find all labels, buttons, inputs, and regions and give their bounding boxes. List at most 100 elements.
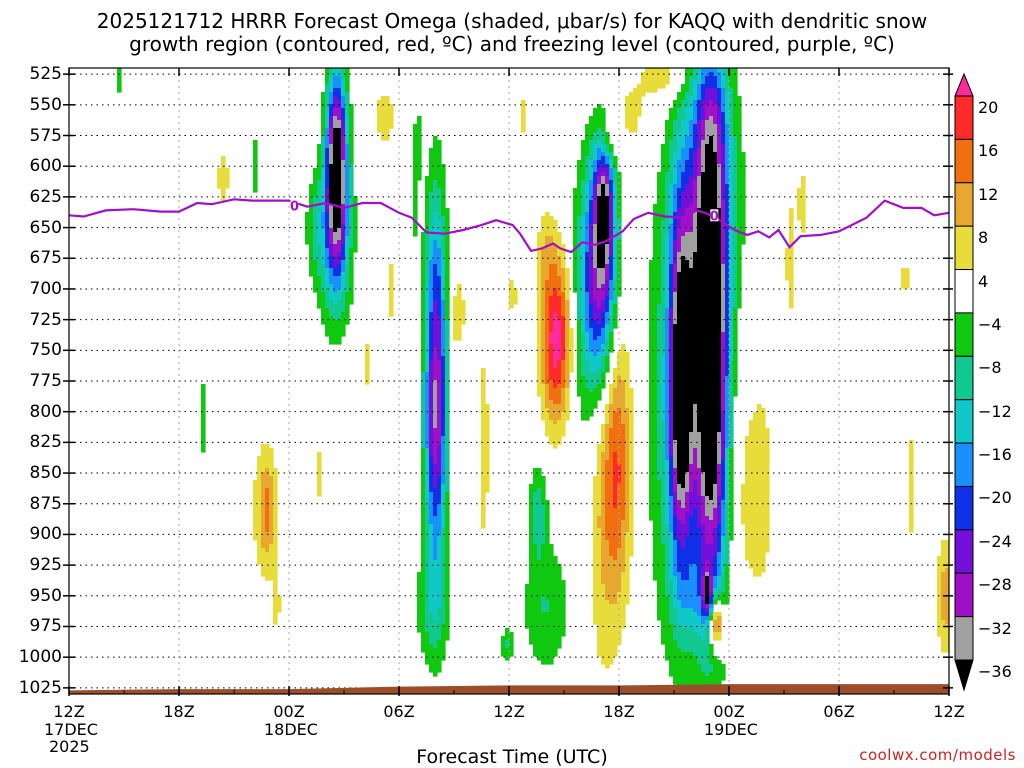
omega-cell (429, 552, 434, 557)
omega-cell (697, 164, 702, 169)
omega-cell (429, 288, 434, 293)
omega-cell (429, 448, 434, 453)
omega-cell (629, 504, 634, 509)
omega-cell (429, 456, 434, 461)
omega-cell (581, 324, 586, 329)
omega-cell (625, 388, 634, 393)
omega-cell (381, 96, 390, 101)
omega-cell (261, 544, 270, 549)
omega-cell (725, 548, 730, 553)
omega-cell (677, 456, 690, 461)
omega-cell (661, 508, 666, 513)
omega-cell (669, 272, 674, 277)
omega-cell (661, 500, 666, 505)
omega-cell (549, 392, 562, 397)
omega-cell (941, 604, 949, 609)
omega-cell (445, 348, 450, 353)
omega-cell (545, 372, 550, 377)
omega-cell (733, 332, 738, 337)
omega-cell (325, 304, 346, 309)
omega-cell (321, 100, 326, 105)
omega-cell (657, 428, 666, 433)
omega-cell (445, 364, 450, 369)
omega-cell (325, 80, 330, 85)
omega-cell (669, 488, 674, 493)
omega-cell (529, 552, 538, 557)
omega-cell (729, 184, 734, 189)
omega-cell (333, 88, 342, 93)
omega-cell (597, 632, 622, 637)
omega-cell (689, 204, 698, 209)
omega-cell (529, 548, 538, 553)
omega-cell (425, 504, 430, 509)
omega-cell (673, 540, 678, 545)
omega-cell (721, 456, 726, 461)
omega-cell (689, 76, 698, 81)
omega-cell (525, 592, 566, 597)
omega-cell (253, 180, 258, 185)
omega-cell (413, 148, 422, 153)
omega-cell (481, 368, 486, 373)
omega-cell (537, 256, 542, 261)
omega-cell (541, 608, 550, 613)
omega-cell (721, 228, 726, 233)
omega-cell (529, 524, 534, 529)
credit-link[interactable]: coolwx.com/models (859, 746, 1016, 764)
omega-cell (661, 620, 670, 625)
omega-cell (545, 288, 554, 293)
omega-cell (729, 172, 734, 177)
omega-cell (509, 296, 518, 301)
omega-cell (389, 292, 394, 297)
omega-cell (669, 320, 674, 325)
omega-cell (733, 100, 742, 105)
omega-cell (605, 420, 610, 425)
omega-cell (429, 540, 434, 545)
omega-cell (669, 248, 674, 253)
omega-cell (425, 556, 430, 561)
omega-cell (629, 460, 634, 465)
omega-cell (481, 372, 486, 377)
omega-cell (545, 524, 550, 529)
omega-shading (117, 68, 949, 694)
omega-cell (421, 288, 426, 293)
omega-cell (441, 524, 446, 529)
omega-cell (725, 460, 730, 465)
omega-cell (585, 184, 590, 189)
omega-cell (657, 412, 662, 417)
omega-cell (557, 268, 566, 273)
omega-cell (693, 156, 698, 161)
omega-cell (117, 84, 122, 89)
omega-cell (321, 276, 326, 281)
omega-cell (445, 400, 450, 405)
omega-cell (265, 508, 270, 513)
omega-cell (253, 172, 258, 177)
omega-cell (609, 324, 614, 329)
omega-cell (705, 120, 714, 125)
omega-cell (609, 384, 618, 389)
omega-cell (429, 256, 434, 261)
omega-cell (345, 288, 350, 293)
omega-cell (537, 336, 542, 341)
omega-cell (713, 612, 722, 617)
omega-cell (589, 320, 598, 325)
omega-cell (201, 384, 206, 389)
omega-cell (441, 432, 446, 437)
omega-cell (429, 444, 434, 449)
omega-cell (593, 540, 602, 545)
omega-cell (593, 148, 598, 153)
omega-cell (553, 380, 562, 385)
omega-cell (669, 140, 678, 145)
omega-cell (541, 304, 546, 309)
omega-cell (681, 520, 686, 525)
omega-cell (481, 504, 486, 509)
omega-cell (445, 312, 450, 317)
omega-cell (701, 96, 706, 101)
omega-cell (697, 92, 702, 97)
omega-cell (433, 616, 438, 621)
omega-cell (609, 408, 618, 413)
omega-cell (725, 416, 730, 421)
omega-cell (789, 224, 794, 229)
omega-cell (605, 244, 610, 249)
omega-cell (589, 348, 602, 353)
omega-cell (593, 352, 598, 357)
